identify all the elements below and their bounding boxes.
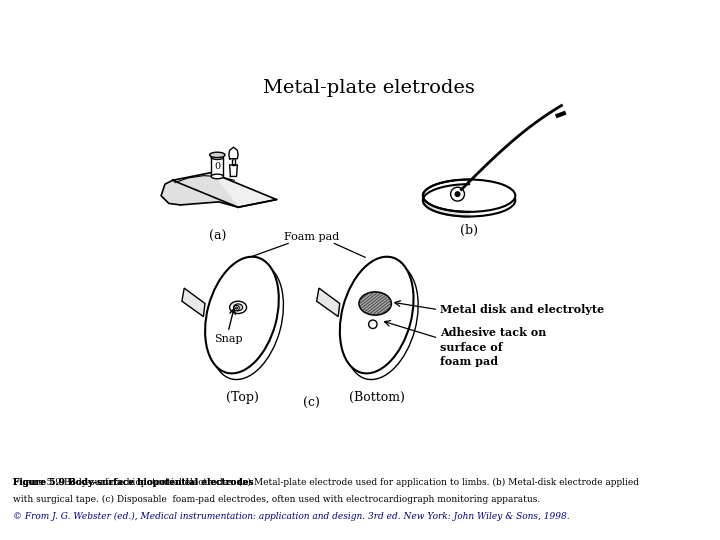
Bar bbox=[232, 159, 235, 165]
Polygon shape bbox=[423, 179, 469, 217]
Ellipse shape bbox=[340, 256, 413, 373]
Circle shape bbox=[455, 192, 460, 197]
Text: Figure 5.9 Body-surface biopotential electrodes  (a) Metal-plate electrode used : Figure 5.9 Body-surface biopotential ele… bbox=[13, 478, 639, 487]
Ellipse shape bbox=[233, 304, 243, 311]
Polygon shape bbox=[317, 288, 340, 316]
Polygon shape bbox=[161, 173, 238, 207]
Text: © From J. G. Webster (ed.), Medical instrumentation: application and design. 3rd: © From J. G. Webster (ed.), Medical inst… bbox=[13, 511, 570, 521]
Ellipse shape bbox=[423, 179, 516, 212]
Text: (Bottom): (Bottom) bbox=[348, 390, 405, 403]
Ellipse shape bbox=[230, 301, 246, 314]
Text: Figure 5.9 Body-surface biopotential electrodes: Figure 5.9 Body-surface biopotential ele… bbox=[13, 478, 253, 487]
Text: (c): (c) bbox=[303, 397, 320, 410]
Ellipse shape bbox=[211, 174, 223, 179]
Text: with surgical tape. (c) Disposable  foam-pad electrodes, often used with electro: with surgical tape. (c) Disposable foam-… bbox=[13, 495, 540, 504]
Polygon shape bbox=[229, 147, 238, 159]
Text: (Top): (Top) bbox=[225, 390, 258, 403]
Ellipse shape bbox=[210, 263, 284, 380]
Text: 0: 0 bbox=[215, 162, 220, 171]
Ellipse shape bbox=[344, 263, 418, 380]
Text: Metal-plate eletrodes: Metal-plate eletrodes bbox=[263, 79, 475, 97]
Text: Snap: Snap bbox=[215, 334, 243, 345]
Ellipse shape bbox=[210, 152, 225, 158]
Text: (a): (a) bbox=[209, 230, 226, 242]
Ellipse shape bbox=[359, 292, 392, 315]
Ellipse shape bbox=[205, 256, 279, 373]
Circle shape bbox=[235, 307, 238, 309]
Polygon shape bbox=[230, 165, 238, 177]
Text: Metal disk and electrolyte: Metal disk and electrolyte bbox=[440, 304, 604, 315]
Circle shape bbox=[451, 187, 464, 201]
Ellipse shape bbox=[211, 155, 223, 159]
Polygon shape bbox=[173, 173, 276, 207]
Circle shape bbox=[369, 320, 377, 328]
Bar bbox=[211, 157, 223, 177]
Polygon shape bbox=[182, 288, 205, 316]
Circle shape bbox=[234, 306, 239, 311]
Ellipse shape bbox=[423, 184, 516, 217]
Text: Figure 5.9 Body-surface biopotential electrodes: Figure 5.9 Body-surface biopotential ele… bbox=[13, 478, 253, 487]
Text: Foam pad: Foam pad bbox=[284, 232, 339, 242]
Text: Adhesive tack on
surface of
foam pad: Adhesive tack on surface of foam pad bbox=[440, 327, 546, 368]
Text: Figure 5.9 Body-surface biopotential electrodes  (a) Metal-plate electrode used : Figure 5.9 Body-surface biopotential ele… bbox=[13, 478, 639, 487]
Text: (b): (b) bbox=[460, 224, 478, 237]
